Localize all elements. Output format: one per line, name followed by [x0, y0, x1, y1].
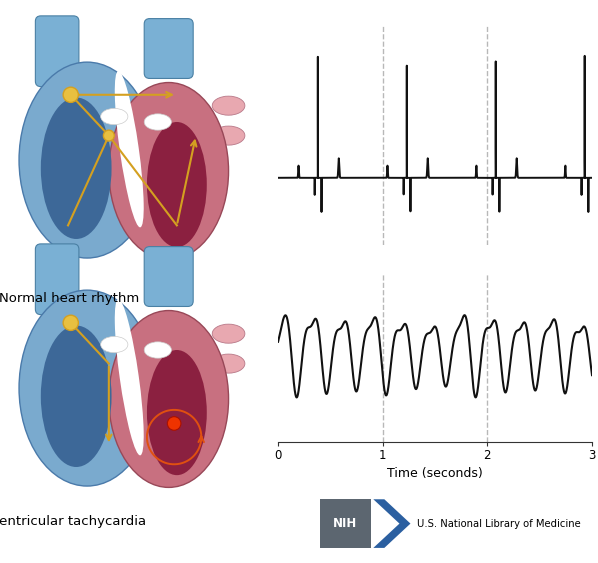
Text: Ventricular tachycardia: Ventricular tachycardia [0, 515, 147, 528]
Ellipse shape [19, 290, 155, 486]
Ellipse shape [147, 350, 207, 475]
FancyBboxPatch shape [144, 19, 193, 78]
Ellipse shape [212, 96, 245, 115]
Ellipse shape [144, 342, 172, 358]
Polygon shape [373, 499, 410, 548]
FancyBboxPatch shape [35, 244, 79, 315]
Ellipse shape [147, 122, 207, 247]
FancyBboxPatch shape [320, 499, 371, 548]
Ellipse shape [100, 337, 128, 353]
Ellipse shape [212, 126, 245, 145]
Ellipse shape [100, 109, 128, 125]
Ellipse shape [212, 354, 245, 373]
Ellipse shape [109, 83, 228, 260]
Circle shape [103, 130, 114, 141]
Circle shape [63, 315, 78, 330]
Ellipse shape [144, 114, 172, 130]
X-axis label: Time (seconds): Time (seconds) [387, 467, 483, 480]
FancyBboxPatch shape [35, 16, 79, 87]
Text: Normal heart rhythm: Normal heart rhythm [0, 292, 139, 305]
FancyBboxPatch shape [144, 247, 193, 306]
Text: U.S. National Library of Medicine: U.S. National Library of Medicine [417, 519, 581, 529]
Ellipse shape [115, 299, 144, 455]
Ellipse shape [115, 71, 144, 227]
Ellipse shape [41, 325, 112, 467]
Ellipse shape [19, 62, 155, 258]
Ellipse shape [109, 311, 228, 488]
Text: NIH: NIH [333, 517, 357, 530]
Circle shape [167, 417, 181, 430]
Ellipse shape [212, 324, 245, 343]
Circle shape [63, 87, 78, 102]
Ellipse shape [41, 97, 112, 239]
